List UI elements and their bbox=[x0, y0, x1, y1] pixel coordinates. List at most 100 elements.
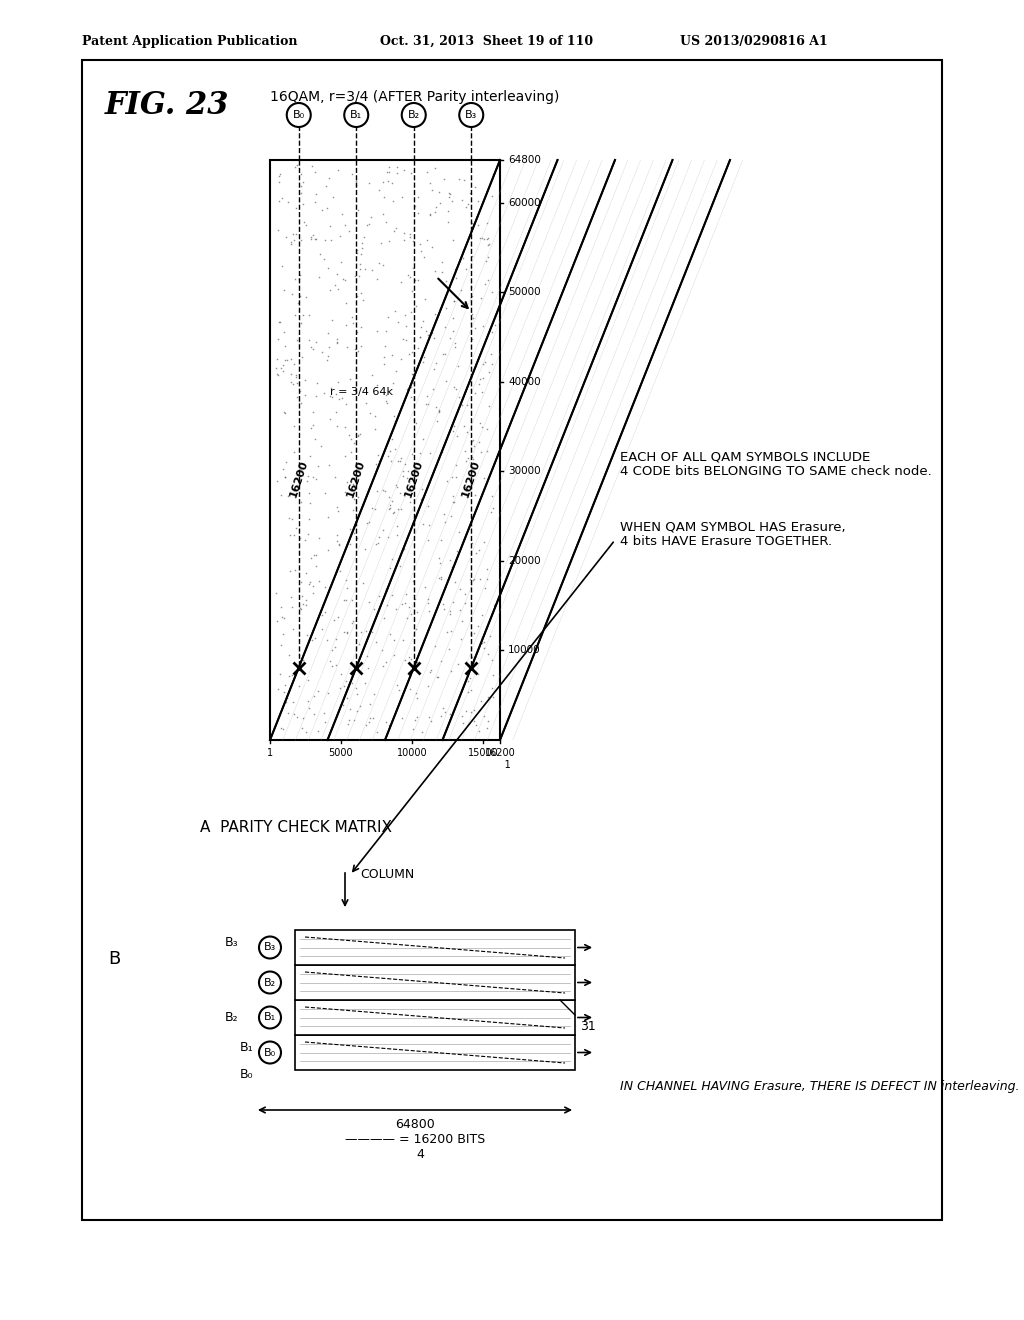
Point bbox=[349, 199, 366, 220]
Point bbox=[321, 506, 337, 527]
Point bbox=[436, 512, 453, 533]
Point bbox=[322, 577, 338, 598]
Point bbox=[380, 170, 396, 191]
Point bbox=[338, 393, 354, 414]
Point bbox=[458, 197, 474, 218]
Point bbox=[455, 239, 471, 260]
Point bbox=[389, 516, 406, 537]
Point bbox=[479, 228, 496, 249]
Point bbox=[278, 467, 294, 488]
Point bbox=[390, 450, 407, 471]
Point bbox=[470, 615, 486, 636]
Point bbox=[393, 593, 410, 614]
Point bbox=[444, 491, 461, 512]
Point bbox=[382, 557, 398, 578]
Point bbox=[465, 710, 481, 731]
Point bbox=[302, 228, 318, 249]
Point bbox=[317, 176, 334, 197]
Point bbox=[329, 524, 345, 545]
Point bbox=[437, 297, 454, 318]
Point bbox=[332, 677, 348, 698]
Point bbox=[273, 606, 290, 627]
Point bbox=[331, 535, 347, 556]
Point bbox=[299, 624, 315, 645]
Point bbox=[295, 649, 311, 671]
Point bbox=[361, 708, 378, 729]
Point bbox=[386, 411, 402, 432]
Point bbox=[329, 263, 345, 284]
Point bbox=[389, 157, 406, 178]
Point bbox=[274, 256, 291, 277]
Point bbox=[293, 572, 309, 593]
Point bbox=[322, 215, 338, 236]
Point bbox=[288, 269, 304, 290]
Point bbox=[276, 466, 293, 487]
Point bbox=[281, 508, 297, 529]
Point bbox=[404, 570, 421, 591]
Point bbox=[415, 351, 431, 372]
Point bbox=[463, 543, 479, 564]
Point bbox=[486, 594, 503, 615]
Point bbox=[295, 305, 311, 326]
Point bbox=[476, 531, 493, 552]
Point bbox=[348, 527, 365, 548]
Point bbox=[464, 285, 480, 306]
Point bbox=[331, 533, 347, 554]
Point bbox=[329, 531, 345, 552]
Point bbox=[431, 399, 447, 420]
Point bbox=[328, 401, 344, 422]
Point bbox=[280, 688, 296, 709]
Point bbox=[480, 269, 497, 290]
Point bbox=[369, 454, 385, 475]
Point bbox=[294, 717, 310, 738]
Point bbox=[430, 568, 446, 589]
Point bbox=[369, 268, 385, 289]
Point bbox=[386, 502, 402, 523]
Point bbox=[348, 243, 365, 264]
Point bbox=[379, 392, 395, 413]
Point bbox=[349, 321, 366, 342]
Point bbox=[377, 480, 393, 502]
Point bbox=[378, 711, 394, 733]
Point bbox=[406, 252, 422, 273]
Point bbox=[450, 425, 466, 446]
Point bbox=[383, 450, 399, 471]
Point bbox=[389, 675, 406, 696]
Point bbox=[410, 269, 426, 290]
Point bbox=[440, 186, 457, 207]
Point bbox=[474, 632, 490, 653]
Point bbox=[295, 172, 311, 193]
Bar bbox=[270, 160, 500, 741]
Point bbox=[288, 198, 304, 219]
Point bbox=[406, 380, 422, 401]
Point bbox=[287, 478, 303, 499]
Point bbox=[309, 372, 326, 393]
Point bbox=[384, 490, 400, 511]
Point bbox=[427, 352, 443, 374]
Point bbox=[275, 607, 292, 628]
Point bbox=[308, 331, 325, 352]
Point bbox=[298, 636, 314, 657]
Point bbox=[464, 246, 480, 267]
Point bbox=[276, 335, 293, 356]
Text: FIG. 23: FIG. 23 bbox=[105, 90, 229, 121]
Point bbox=[357, 392, 374, 413]
Point bbox=[283, 348, 299, 370]
Point bbox=[442, 183, 459, 205]
Point bbox=[292, 380, 308, 401]
Point bbox=[471, 721, 487, 742]
Point bbox=[326, 186, 342, 207]
Point bbox=[361, 172, 378, 193]
Point bbox=[484, 498, 501, 519]
Point bbox=[407, 269, 423, 290]
Point bbox=[378, 384, 394, 405]
Point bbox=[432, 569, 449, 590]
Point bbox=[474, 227, 490, 248]
Point bbox=[311, 267, 328, 288]
Point bbox=[470, 664, 486, 685]
Point bbox=[286, 441, 302, 462]
Point bbox=[471, 540, 487, 561]
Point bbox=[446, 259, 463, 280]
Point bbox=[358, 214, 375, 235]
Point bbox=[287, 156, 303, 177]
